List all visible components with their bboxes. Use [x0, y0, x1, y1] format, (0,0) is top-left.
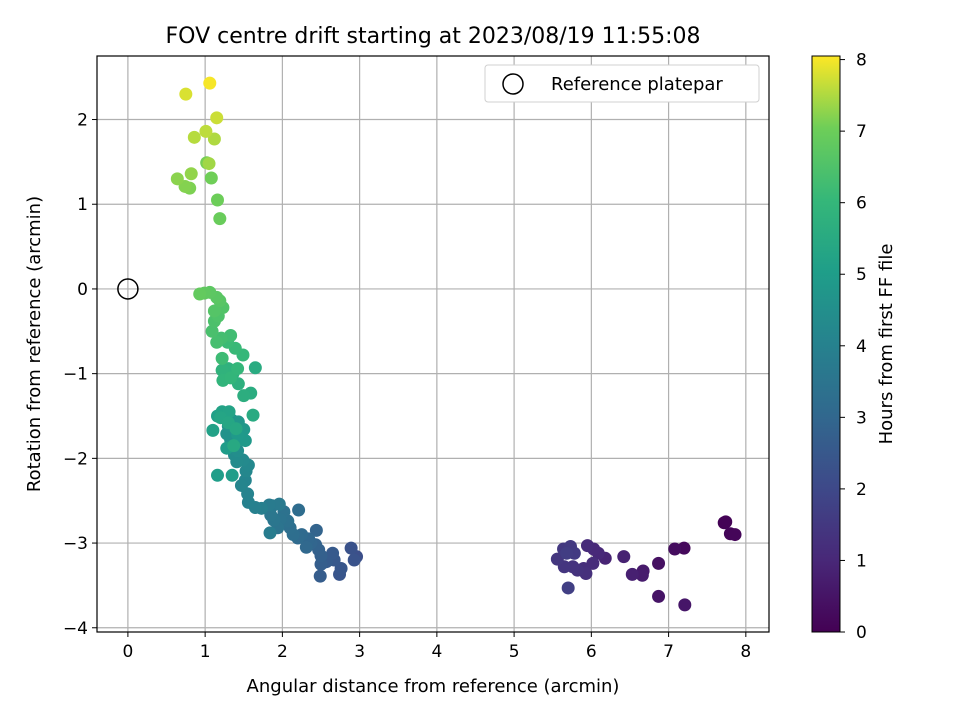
- data-point-23: [550, 552, 564, 566]
- y-axis-ticks: −4 −3 −2 −1 0 1 2: [63, 111, 97, 639]
- data-point-101: [224, 371, 238, 385]
- y-tick-label-1: −3: [63, 534, 88, 554]
- data-point-106: [215, 351, 229, 365]
- legend: Reference platepar: [484, 64, 760, 103]
- colorbar-ticks: 0 1 2 3 4 5 6 7 8: [840, 51, 867, 643]
- x-tick-label-0: 0: [122, 642, 133, 662]
- legend-marker-reference: [502, 73, 524, 95]
- x-tick-label-1: 1: [200, 642, 211, 662]
- data-point-130: [207, 132, 221, 146]
- x-tick-label-3: 3: [354, 642, 365, 662]
- data-point-86: [206, 423, 220, 437]
- data-point-119: [193, 287, 207, 301]
- data-point-95: [237, 389, 251, 403]
- x-axis-label: Angular distance from reference (arcmin): [247, 676, 620, 697]
- data-point-31: [347, 553, 361, 567]
- colorbar-tick-label-6: 6: [856, 194, 867, 214]
- data-point-16: [580, 539, 594, 553]
- x-axis-ticks: 0 1 2 3 4 5 6 7 8: [122, 632, 751, 662]
- colorbar-tick-label-3: 3: [856, 408, 867, 428]
- data-point-131: [187, 130, 201, 144]
- colorbar-gradient: [811, 55, 841, 633]
- data-point-109: [210, 335, 224, 349]
- data-point-7: [652, 589, 666, 603]
- data-point-37: [313, 569, 327, 583]
- data-point-110: [205, 324, 219, 338]
- data-point-99: [215, 363, 229, 377]
- data-point-60: [263, 526, 277, 540]
- data-point-48: [292, 503, 306, 517]
- x-tick-label-5: 5: [509, 642, 520, 662]
- legend-entry-reference: Reference platepar: [551, 74, 723, 95]
- data-point-11: [625, 567, 639, 581]
- colorbar-tick-label-0: 0: [856, 623, 867, 643]
- y-tick-label-6: 2: [77, 111, 88, 131]
- data-point-123: [204, 171, 218, 185]
- colorbar: 0 1 2 3 4 5 6 7 8 Hours from first FF file: [811, 51, 897, 643]
- data-point-10: [635, 568, 649, 582]
- reference-platepar-marker: [117, 278, 139, 300]
- data-point-133: [210, 111, 224, 125]
- data-point-121: [213, 212, 227, 226]
- data-point-28: [561, 581, 575, 595]
- y-tick-label-0: −4: [63, 619, 88, 639]
- data-point-134: [179, 87, 193, 101]
- colorbar-tick-label-4: 4: [856, 337, 867, 357]
- data-point-91: [229, 422, 243, 436]
- y-tick-label-4: 0: [77, 280, 88, 300]
- data-point-132: [199, 124, 213, 138]
- data-point-127: [170, 172, 184, 186]
- y-tick-label-2: −2: [63, 449, 88, 469]
- x-tick-label-8: 8: [740, 642, 751, 662]
- data-point-58: [272, 497, 286, 511]
- data-point-120: [248, 361, 262, 375]
- colorbar-label: Hours from first FF file: [876, 244, 897, 445]
- colorbar-tick-label-8: 8: [856, 51, 867, 71]
- x-tick-label-7: 7: [663, 642, 674, 662]
- data-point-128: [184, 167, 198, 181]
- data-point-84: [210, 468, 224, 482]
- data-point-12: [617, 550, 631, 564]
- data-point-114: [207, 304, 221, 318]
- legend-box: [484, 64, 760, 103]
- data-point-8: [678, 598, 692, 612]
- grid: [97, 56, 769, 632]
- y-tick-label-3: −1: [63, 365, 88, 385]
- chart-title: FOV centre drift starting at 2023/08/19 …: [166, 24, 701, 49]
- y-axis-label: Rotation from reference (arcmin): [24, 196, 45, 492]
- colorbar-tick-label-2: 2: [856, 480, 867, 500]
- data-point-1: [719, 515, 733, 529]
- data-point-129: [202, 157, 216, 171]
- colorbar-tick-label-7: 7: [856, 122, 867, 142]
- data-point-3: [728, 528, 742, 542]
- colorbar-tick-label-5: 5: [856, 265, 867, 285]
- x-tick-label-2: 2: [277, 642, 288, 662]
- data-point-45: [299, 540, 313, 554]
- y-tick-label-5: 1: [77, 195, 88, 215]
- data-point-5: [668, 542, 682, 556]
- data-point-102: [231, 362, 245, 376]
- colorbar-tick-label-1: 1: [856, 551, 867, 571]
- data-point-93: [246, 408, 260, 422]
- data-point-27: [560, 546, 574, 560]
- data-point-122: [210, 193, 224, 207]
- data-point-6: [652, 556, 666, 570]
- data-point-42: [309, 523, 323, 537]
- data-point-135: [203, 76, 217, 90]
- data-point-83: [225, 468, 239, 482]
- x-tick-label-6: 6: [586, 642, 597, 662]
- data-point-66: [234, 478, 248, 492]
- data-point-92: [227, 439, 241, 453]
- data-points: [117, 76, 742, 612]
- data-point-30: [344, 541, 358, 555]
- plot-area-frame: [96, 55, 770, 633]
- x-tick-label-4: 4: [431, 642, 442, 662]
